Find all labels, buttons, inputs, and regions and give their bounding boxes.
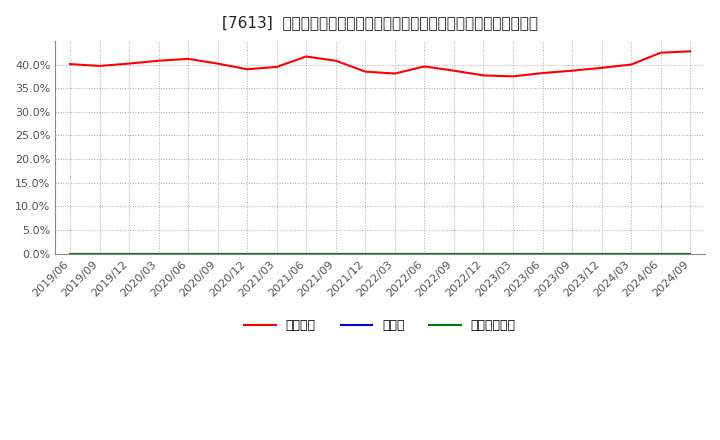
繰延税金資産 (272, 251, 281, 257)
のれん (361, 251, 369, 257)
のれん (243, 251, 251, 257)
のれん (331, 251, 340, 257)
自己資本 (657, 50, 665, 55)
自己資本 (449, 68, 458, 73)
繰延税金資産 (331, 251, 340, 257)
のれん (390, 251, 399, 257)
自己資本 (598, 65, 606, 70)
自己資本 (509, 74, 518, 79)
繰延税金資産 (302, 251, 310, 257)
自己資本 (480, 73, 488, 78)
繰延税金資産 (449, 251, 458, 257)
繰延税金資産 (568, 251, 577, 257)
繰延税金資産 (66, 251, 74, 257)
繰延税金資産 (627, 251, 636, 257)
のれん (302, 251, 310, 257)
のれん (125, 251, 133, 257)
自己資本 (243, 66, 251, 72)
自己資本 (627, 62, 636, 67)
繰延税金資産 (95, 251, 104, 257)
繰延税金資産 (657, 251, 665, 257)
自己資本 (272, 64, 281, 70)
のれん (449, 251, 458, 257)
自己資本 (686, 49, 695, 54)
のれん (213, 251, 222, 257)
のれん (598, 251, 606, 257)
繰延税金資産 (390, 251, 399, 257)
自己資本 (125, 61, 133, 66)
繰延税金資産 (509, 251, 518, 257)
自己資本 (184, 56, 192, 62)
自己資本 (568, 68, 577, 73)
Legend: 自己資本, のれん, 繰延税金資産: 自己資本, のれん, 繰延税金資産 (240, 314, 521, 337)
のれん (686, 251, 695, 257)
繰延税金資産 (480, 251, 488, 257)
自己資本 (331, 58, 340, 63)
のれん (95, 251, 104, 257)
繰延税金資産 (125, 251, 133, 257)
のれん (66, 251, 74, 257)
のれん (420, 251, 428, 257)
のれん (568, 251, 577, 257)
のれん (154, 251, 163, 257)
のれん (480, 251, 488, 257)
繰延税金資産 (243, 251, 251, 257)
のれん (627, 251, 636, 257)
のれん (184, 251, 192, 257)
自己資本 (539, 70, 547, 76)
自己資本 (390, 71, 399, 76)
Line: 自己資本: 自己資本 (70, 51, 690, 77)
のれん (509, 251, 518, 257)
繰延税金資産 (361, 251, 369, 257)
自己資本 (302, 54, 310, 59)
のれん (272, 251, 281, 257)
のれん (539, 251, 547, 257)
自己資本 (154, 58, 163, 63)
繰延税金資産 (598, 251, 606, 257)
繰延税金資産 (154, 251, 163, 257)
繰延税金資産 (213, 251, 222, 257)
自己資本 (361, 69, 369, 74)
繰延税金資産 (686, 251, 695, 257)
自己資本 (213, 61, 222, 66)
自己資本 (95, 63, 104, 69)
繰延税金資産 (184, 251, 192, 257)
Title: [7613]  自己資本、のれん、繰延税金資産の総資産に対する比率の推移: [7613] 自己資本、のれん、繰延税金資産の総資産に対する比率の推移 (222, 15, 538, 30)
自己資本 (420, 64, 428, 69)
のれん (657, 251, 665, 257)
繰延税金資産 (420, 251, 428, 257)
繰延税金資産 (539, 251, 547, 257)
自己資本 (66, 62, 74, 67)
